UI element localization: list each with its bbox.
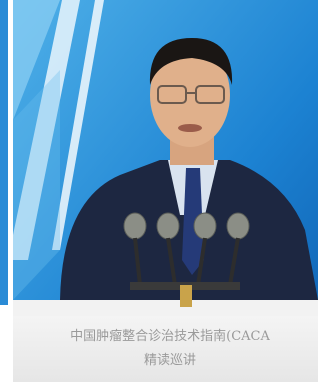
podium-text: 中国肿瘤整合诊治技术指南(CACA xyxy=(70,328,270,344)
podium-text: 精读巡讲 xyxy=(144,353,196,368)
page: 中国肿瘤整合诊治技术指南(CACA 精读巡讲 (() => { const da… xyxy=(0,0,318,382)
side-image xyxy=(0,0,8,305)
photo-scene: 中国肿瘤整合诊治技术指南(CACA 精读巡讲 xyxy=(0,0,318,382)
main-photo xyxy=(13,0,318,382)
